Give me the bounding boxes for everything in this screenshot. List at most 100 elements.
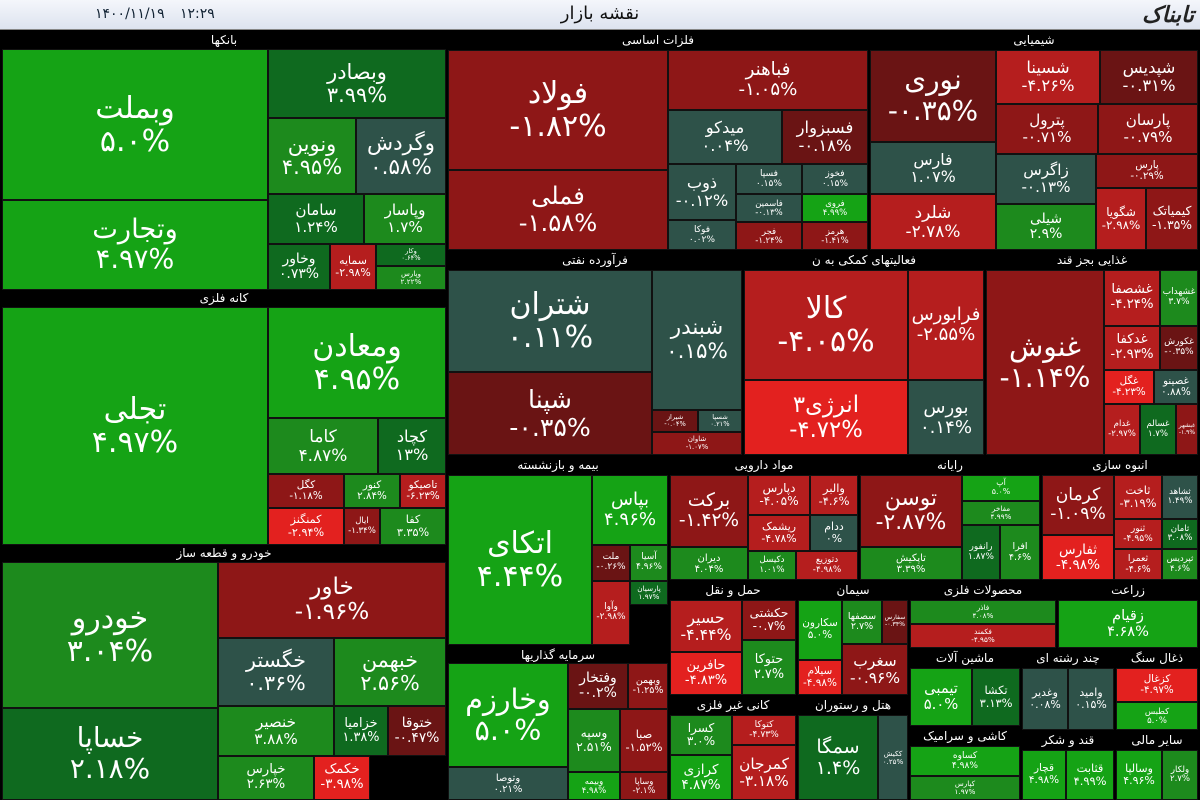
stock-change: ۴.۰۴% bbox=[694, 563, 724, 575]
stock-tile: کرمان -۱.۰۹% bbox=[1042, 475, 1114, 535]
stock-name: سامان bbox=[295, 201, 337, 220]
stock-tile: کمرجان -۳.۱۸% bbox=[732, 745, 796, 800]
stock-change: ۰.۸۸% bbox=[1161, 386, 1191, 398]
stock-tile: فسبزوار -۰.۱۸% bbox=[782, 110, 868, 164]
stock-tile: سامان ۱.۲۴% bbox=[268, 194, 364, 244]
stock-tile: شاوان -۱.۰۷% bbox=[652, 432, 742, 455]
stock-tile: ثنور -۴.۹۵% bbox=[1114, 519, 1162, 549]
stock-tile: خکمک -۳.۹۸% bbox=[314, 756, 370, 800]
sector-title: بیمه و بازنشسته bbox=[517, 458, 599, 472]
stock-name: وغدیر bbox=[1032, 685, 1058, 699]
stock-name: ختوقا bbox=[401, 714, 433, 731]
stock-name: وپارس bbox=[400, 269, 422, 279]
stock-change: ۱.۹۷% bbox=[638, 592, 660, 601]
stock-tile: پترول -۰.۷۱% bbox=[996, 104, 1098, 154]
stock-change: ۲.۶۳% bbox=[246, 777, 286, 792]
stock-change: ۴.۹۸% bbox=[1028, 774, 1060, 786]
stock-name: شتران bbox=[509, 287, 591, 322]
stock-tile: وپارس ۲.۲۲% bbox=[376, 266, 446, 290]
stock-name: غنوش bbox=[1009, 329, 1081, 363]
stock-name: شاوان bbox=[687, 434, 707, 443]
stock-change: ۲.۸۴% bbox=[357, 490, 387, 502]
stock-name: سغرب bbox=[853, 651, 897, 670]
stock-tile: ثفارس -۴.۹۸% bbox=[1042, 535, 1114, 580]
stock-name: فاذر bbox=[976, 603, 990, 613]
stock-change: -۲.۷۸% bbox=[905, 221, 961, 241]
logo: تابناک bbox=[1142, 2, 1194, 28]
stock-tile: وتوصا ۰.۲۱% bbox=[448, 767, 568, 800]
stock-change: -۴.۷۸% bbox=[761, 532, 797, 545]
stock-tile: وخاور ۰.۷۳% bbox=[268, 244, 330, 290]
stock-name: غدام bbox=[1113, 419, 1131, 430]
sector-title: ماشین آلات bbox=[935, 651, 995, 665]
stock-name: فخوز bbox=[825, 169, 845, 179]
stock-name: کگل bbox=[296, 478, 316, 491]
stock-change: ۰.۱۴% bbox=[919, 416, 973, 438]
stock-tile: افرا ۴.۶% bbox=[1000, 525, 1040, 580]
stock-change: -۰.۱۲% bbox=[675, 191, 729, 210]
stock-change: ۳.۹۹% bbox=[326, 82, 388, 107]
stock-tile: خپارس ۲.۶۳% bbox=[218, 756, 314, 800]
stock-tile: ثشاهد ۱.۴۹% bbox=[1162, 475, 1198, 519]
stock-change: ۱.۹۷% bbox=[954, 787, 976, 796]
stock-tile: وبصادر ۳.۹۹% bbox=[268, 49, 446, 118]
stock-change: ۲.۵۶% bbox=[360, 671, 420, 695]
stock-tile: غدام -۲.۹۷% bbox=[1104, 404, 1140, 455]
stock-change: -۱.۵۲% bbox=[625, 739, 663, 754]
stock-tile: خاور -۱.۹۶% bbox=[218, 562, 446, 638]
sector-title: رایانه bbox=[937, 458, 963, 472]
sector-title: فلزات اساسی bbox=[622, 33, 694, 47]
stock-name: غکورش bbox=[1164, 337, 1194, 348]
stock-change: ۰.۰۸% bbox=[1029, 698, 1061, 711]
stock-change: -۰.۷۹% bbox=[1123, 128, 1173, 146]
stock-tile: غبشهر -۱.۹% bbox=[1176, 404, 1198, 455]
stock-tile: غسالم ۱.۷% bbox=[1140, 404, 1176, 455]
stock-tile: کاما ۴.۸۷% bbox=[268, 418, 378, 474]
stock-name: افرا bbox=[1012, 541, 1028, 553]
stock-change: -۱.۰۵% bbox=[738, 79, 798, 100]
stock-name: اتکای bbox=[487, 526, 553, 561]
stock-name: وپاسار bbox=[384, 201, 426, 220]
stock-name: پارس bbox=[1135, 158, 1159, 171]
sector-title: مواد دارویی bbox=[734, 458, 794, 472]
stock-tile: وفتخار -۰.۲% bbox=[568, 663, 628, 709]
stock-name: زاگرس bbox=[1023, 161, 1069, 180]
stock-change: -۴.۲۶% bbox=[1021, 76, 1075, 95]
stock-name: حافرین bbox=[686, 658, 726, 674]
stock-change: ۲.۷% bbox=[850, 621, 874, 632]
stock-tile: زقیام ۴.۶۸% bbox=[1058, 600, 1198, 648]
stock-change: -۱.۱۸% bbox=[289, 490, 323, 502]
stock-change: -۴.۶% bbox=[818, 494, 850, 508]
stock-tile: بپاس ۴.۹۶% bbox=[592, 475, 668, 545]
stock-name: خاور bbox=[310, 573, 354, 600]
stock-tile: وتجارت ۴.۹۷% bbox=[2, 200, 268, 290]
stock-tile: فرابورس -۲.۵۵% bbox=[908, 270, 984, 380]
stock-tile: شگویا -۲.۹۸% bbox=[1096, 188, 1146, 250]
stock-name: فولاد bbox=[527, 76, 589, 111]
stock-change: ۱.۲۴% bbox=[294, 218, 338, 236]
stock-name: شگویا bbox=[1106, 204, 1136, 219]
stock-name: شبندر bbox=[670, 315, 724, 341]
stock-tile: ولکار ۲.۷% bbox=[1162, 750, 1198, 800]
stock-change: ۳.۳۵% bbox=[396, 525, 430, 539]
stock-change: -۴.۲۳% bbox=[1112, 386, 1146, 398]
stock-name: وتوصا bbox=[495, 772, 521, 784]
stock-change: ۴.۸۷% bbox=[298, 445, 348, 465]
stock-tile: وبملت ۵.۰% bbox=[2, 49, 268, 200]
stock-tile: میدکو ۰.۰۴% bbox=[668, 110, 782, 164]
stock-tile: خنصیر ۳.۸۸% bbox=[218, 706, 334, 756]
stock-change: ۲.۷% bbox=[1169, 774, 1191, 784]
sector-title: شیمیایی bbox=[1013, 33, 1055, 47]
stock-change: -۱.۹۶% bbox=[294, 599, 370, 625]
stock-change: ۰.۱۵% bbox=[1075, 698, 1107, 711]
stock-change: -۴.۸۳% bbox=[684, 672, 728, 688]
stock-name: کتوکا bbox=[754, 720, 774, 730]
stock-name: وگردش bbox=[366, 131, 435, 157]
stock-change: -۰.۳۵% bbox=[509, 412, 591, 442]
stock-name: غسالم bbox=[1146, 419, 1170, 430]
stock-tile: شیلی ۲.۹% bbox=[996, 204, 1096, 250]
stock-change: -۰.۱۳% bbox=[1021, 178, 1071, 196]
stock-name: انرژی۳ bbox=[792, 391, 860, 418]
stock-change: ۴.۹۷% bbox=[91, 425, 179, 460]
stock-tile: حکشتی -۰.۷% bbox=[742, 600, 796, 640]
